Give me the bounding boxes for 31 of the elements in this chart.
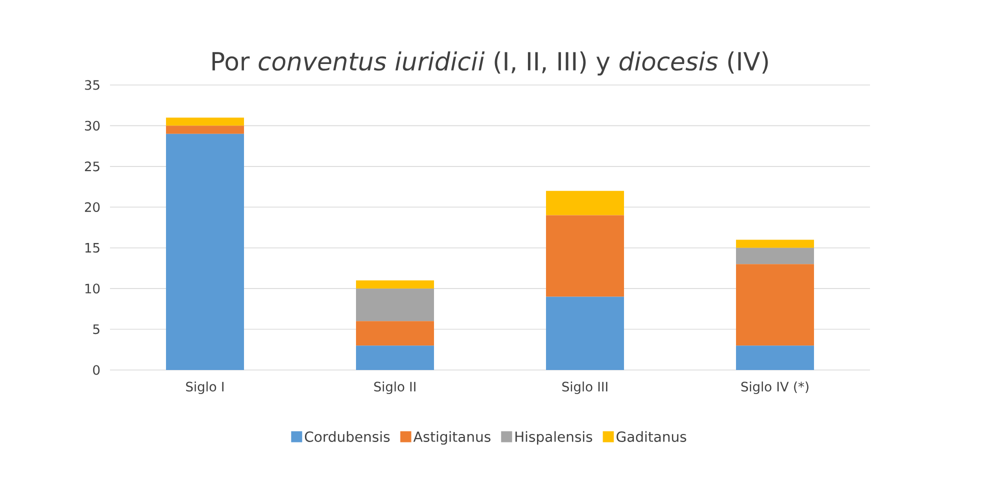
bar bbox=[166, 126, 244, 134]
y-tick-label: 20 bbox=[84, 202, 100, 212]
bar bbox=[546, 190, 624, 216]
y-tick-label: 10 bbox=[85, 284, 100, 294]
chart-title: Por conventus iuridicii (I, II, III) y diocesis (IV) bbox=[212, 51, 768, 76]
bar bbox=[736, 346, 814, 370]
legend-label: Cordubensis bbox=[304, 431, 390, 442]
bar bbox=[166, 118, 244, 126]
y-tick-label: 15 bbox=[85, 243, 100, 253]
bar bbox=[356, 321, 434, 346]
bar bbox=[736, 264, 814, 346]
x-tick-label: Siglo I bbox=[186, 382, 224, 394]
y-tick-label: 35 bbox=[84, 80, 100, 90]
y-tick-label: 30 bbox=[84, 120, 100, 131]
y-tick-label: 5 bbox=[93, 324, 100, 334]
bar bbox=[736, 240, 814, 248]
bar bbox=[166, 134, 244, 370]
x-tick-label: Siglo IV (*) bbox=[741, 382, 808, 394]
legend-label: Gaditanus bbox=[616, 431, 686, 442]
y-tick-label: 25 bbox=[84, 162, 100, 172]
bar bbox=[546, 296, 624, 370]
bar bbox=[736, 248, 814, 264]
y-tick-label: 0 bbox=[93, 365, 100, 375]
x-tick-label: Siglo III bbox=[562, 382, 608, 394]
legend-label: Hispalensis bbox=[515, 431, 592, 445]
legend-label: Astigitanus bbox=[413, 431, 490, 445]
x-tick-label: Siglo II bbox=[374, 382, 416, 394]
bar bbox=[356, 346, 434, 370]
bar bbox=[356, 288, 434, 322]
bar bbox=[546, 215, 624, 297]
bar bbox=[356, 280, 434, 289]
